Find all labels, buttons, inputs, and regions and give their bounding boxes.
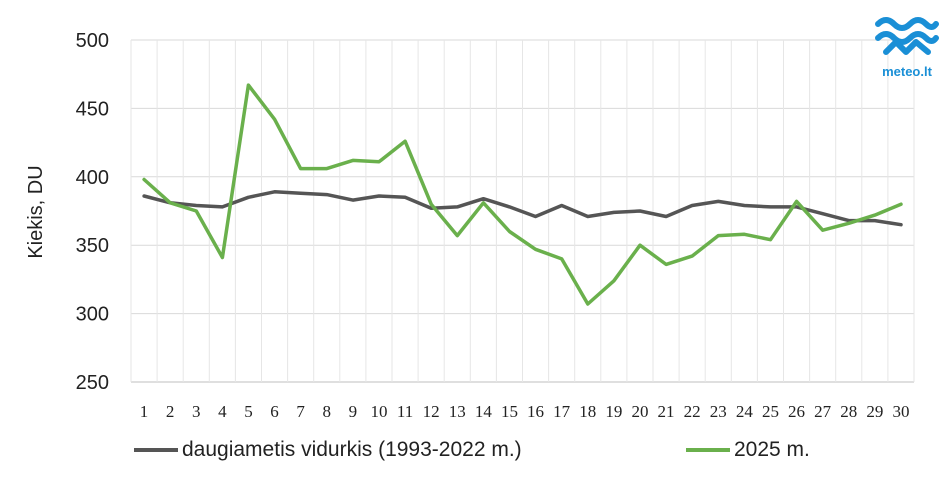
x-tick-label: 16	[527, 402, 544, 421]
x-tick-label: 23	[710, 402, 727, 421]
y-axis-label: Kiekis, DU	[25, 165, 47, 258]
x-tick-label: 24	[736, 402, 754, 421]
x-tick-label: 19	[605, 402, 622, 421]
y-tick-label: 450	[76, 98, 109, 120]
y-tick-label: 350	[76, 235, 109, 257]
x-tick-label: 12	[423, 402, 440, 421]
x-tick-label: 9	[349, 402, 358, 421]
logo-text: meteo.lt	[882, 64, 932, 79]
legend-item-series-1: daugiametis vidurkis (1993-2022 m.)	[134, 438, 522, 462]
y-axis-ticks: 250 300 350 400 450 500	[76, 30, 109, 394]
x-tick-label: 20	[631, 402, 648, 421]
x-tick-label: 18	[579, 402, 596, 421]
x-tick-label: 22	[684, 402, 701, 421]
x-tick-label: 3	[192, 402, 201, 421]
x-tick-label: 21	[658, 402, 675, 421]
legend-label-series-2: 2025 m.	[734, 438, 810, 461]
series-line-2	[142, 83, 903, 306]
chart-grid	[130, 39, 915, 383]
x-tick-label: 13	[449, 402, 466, 421]
x-tick-label: 5	[244, 402, 253, 421]
x-tick-label: 6	[270, 402, 279, 421]
legend-item-series-2: 2025 m.	[686, 438, 810, 462]
x-tick-label: 17	[553, 402, 571, 421]
meteo-logo: meteo.lt	[872, 12, 942, 92]
x-tick-label: 1	[140, 402, 149, 421]
legend-swatch-series-2	[686, 448, 730, 452]
chart-series	[142, 83, 903, 306]
x-tick-label: 15	[501, 402, 518, 421]
x-tick-label: 26	[788, 402, 805, 421]
y-tick-label: 500	[76, 30, 109, 52]
x-tick-label: 29	[866, 402, 883, 421]
x-tick-label: 7	[296, 402, 305, 421]
series-line-1	[142, 190, 903, 227]
x-axis-ticks: 1 2 3 4 5 6 7 8 9 10 11 12 13 14 15 16 17 18 19 20 21 22 23 24 2…	[140, 402, 910, 421]
legend-label-series-1: daugiametis vidurkis (1993-2022 m.)	[182, 438, 522, 461]
y-tick-label: 300	[76, 304, 109, 326]
chart-legend: daugiametis vidurkis (1993-2022 m.) 2025…	[0, 438, 945, 474]
x-tick-label: 27	[814, 402, 832, 421]
legend-swatch-series-1	[134, 448, 178, 452]
x-tick-label: 2	[166, 402, 175, 421]
x-tick-label: 10	[370, 402, 387, 421]
x-tick-label: 30	[892, 402, 909, 421]
x-tick-label: 14	[475, 402, 493, 421]
y-tick-label: 400	[76, 167, 109, 189]
x-tick-label: 28	[840, 402, 857, 421]
x-tick-label: 4	[218, 402, 227, 421]
y-tick-label: 250	[76, 372, 109, 394]
x-tick-label: 11	[397, 402, 413, 421]
x-tick-label: 25	[762, 402, 779, 421]
meteo-logo-icon	[875, 17, 939, 55]
x-tick-label: 8	[323, 402, 332, 421]
